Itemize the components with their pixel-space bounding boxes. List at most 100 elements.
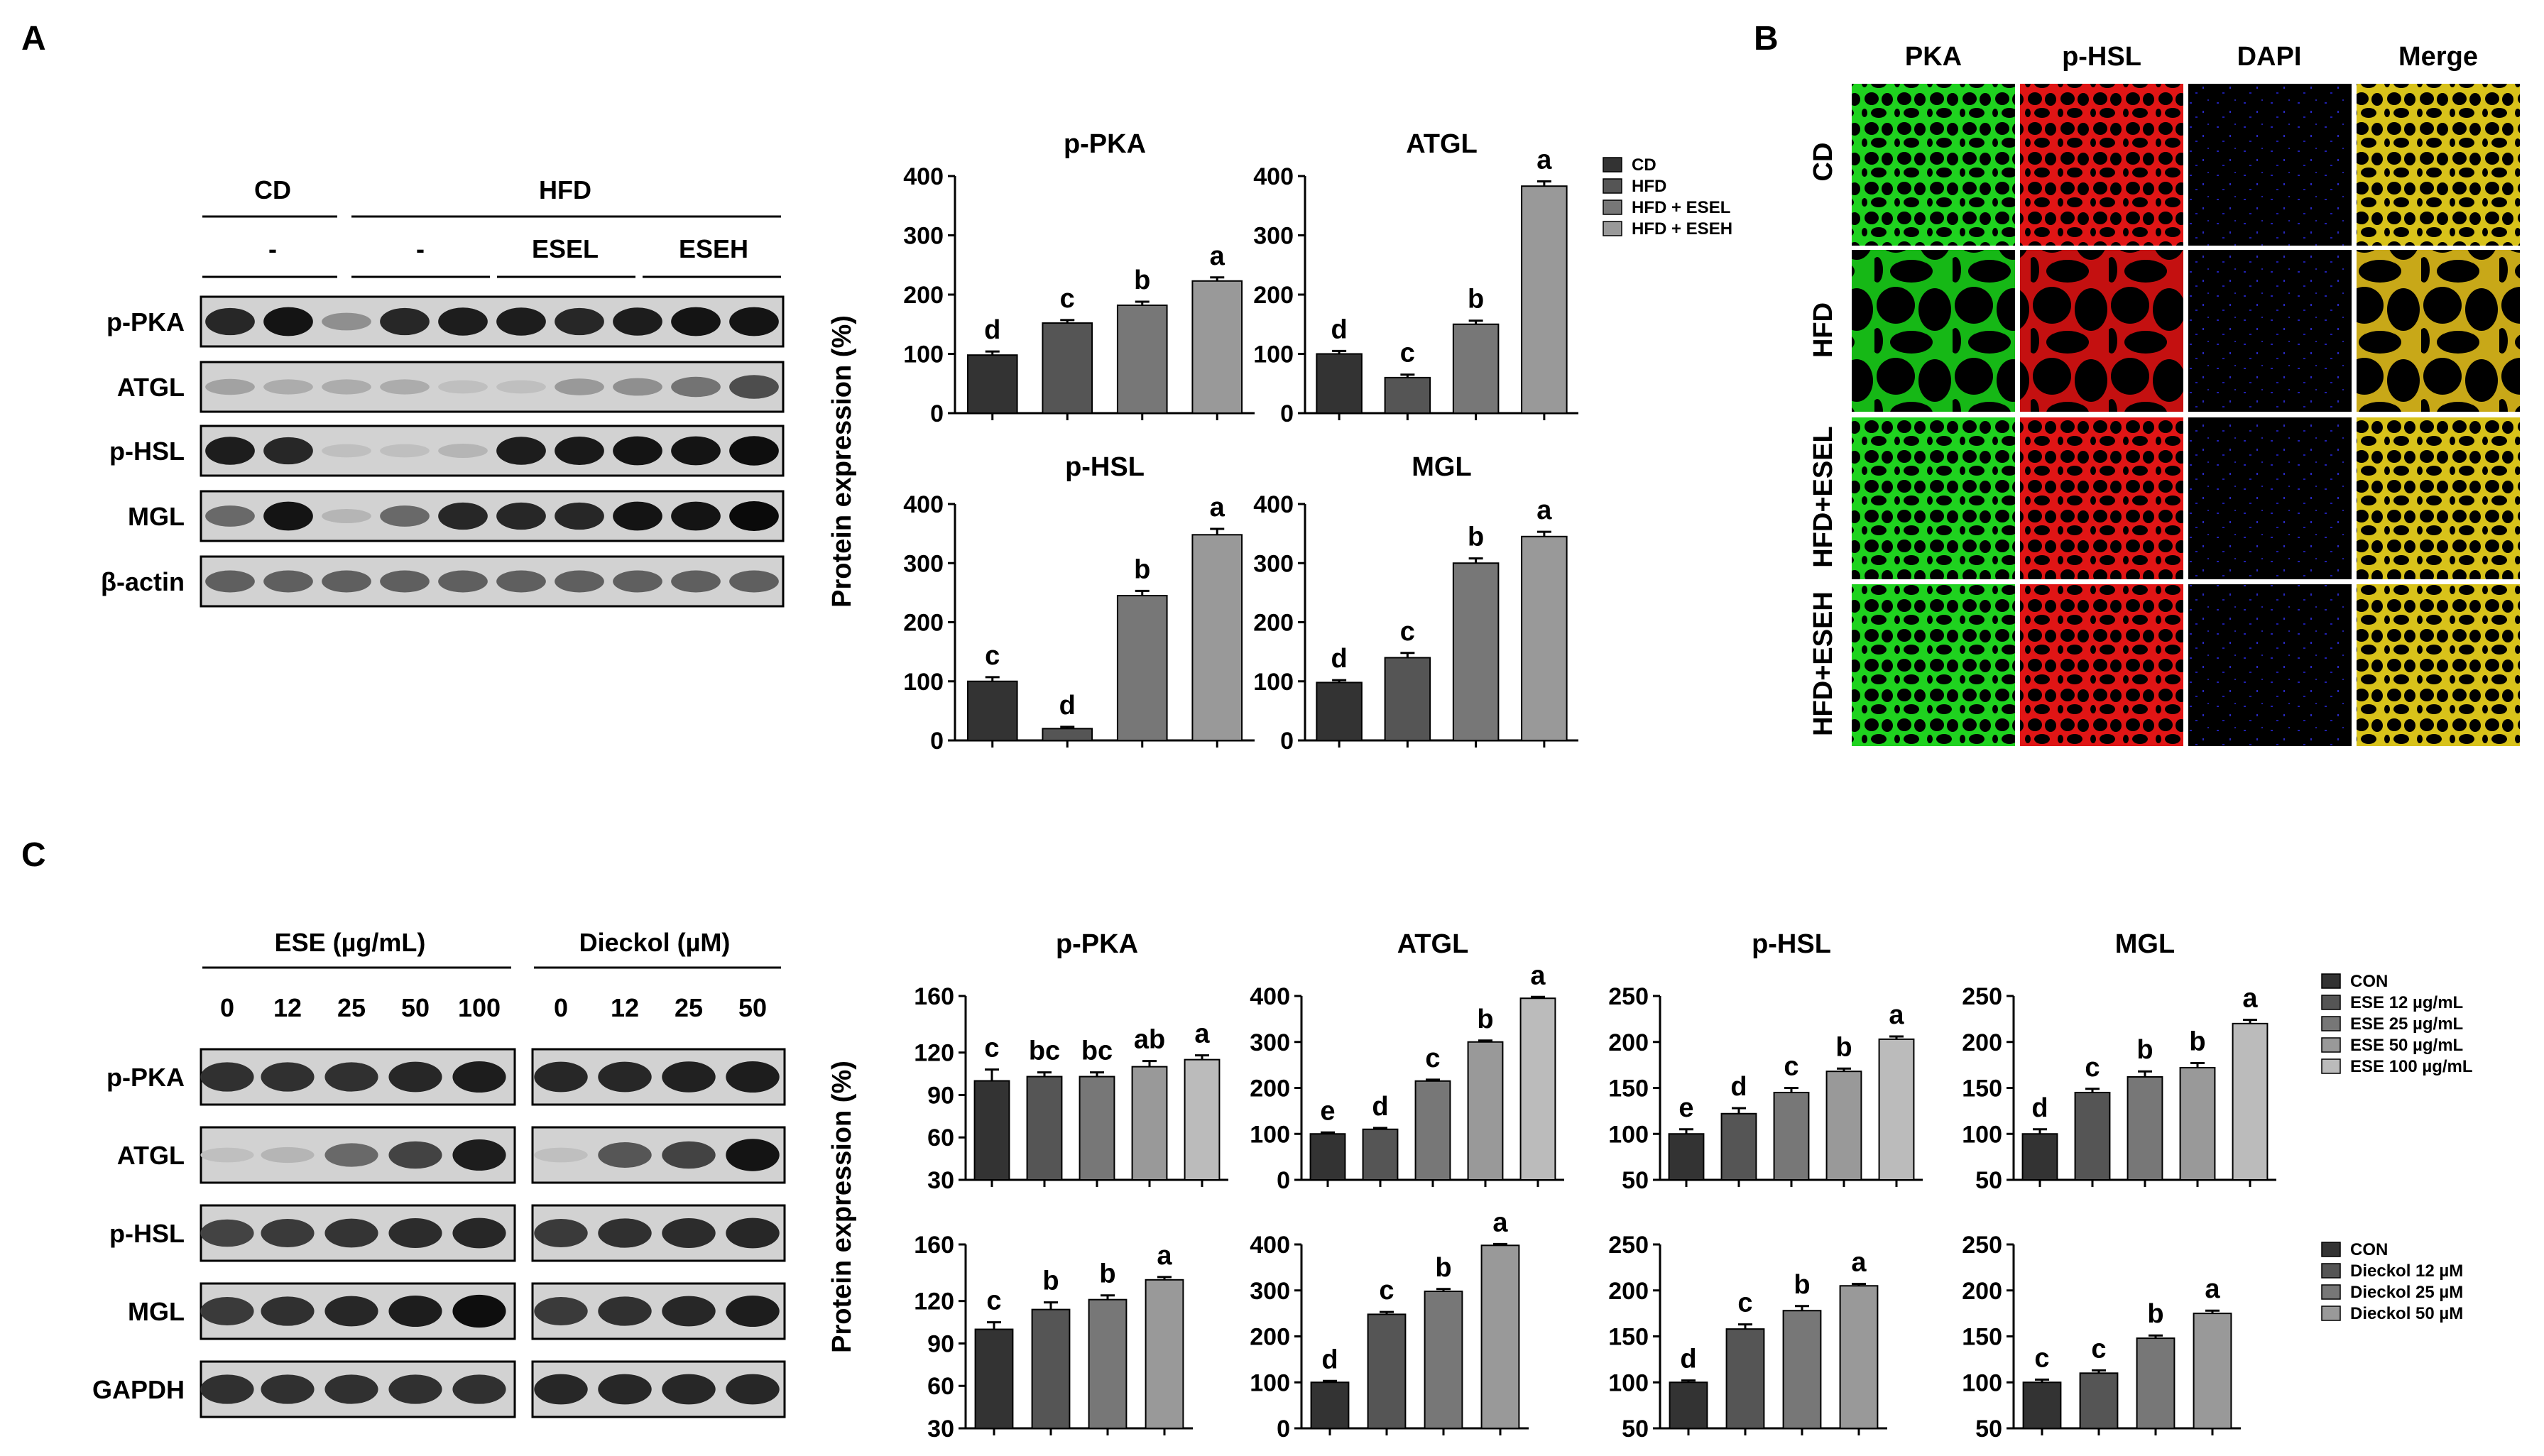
significance-letter: a	[1210, 493, 1225, 522]
significance-letter: d	[2031, 1093, 2048, 1123]
y-tick-label: 250	[1962, 983, 2002, 1010]
blot-a-row-4-band	[205, 570, 255, 593]
bar	[1042, 728, 1093, 741]
blot-c-ese-row-3-band	[324, 1296, 378, 1327]
micrograph-phsl-row-1	[2020, 250, 2183, 412]
micro-col-dapi: DAPI	[2237, 42, 2302, 72]
significance-letter: b	[1042, 1266, 1059, 1296]
significance-letter: b	[2189, 1027, 2205, 1057]
blot-c-ese-row-2-band	[324, 1218, 378, 1248]
bar	[1414, 1080, 1451, 1181]
significance-letter: c	[2091, 1334, 2106, 1364]
legend-panel-a: CD HFD HFD + ESEL HFD + ESEH	[1603, 155, 1732, 239]
blot-a-row-2-band	[613, 436, 662, 466]
blot-c-dieckol-row-4-band	[598, 1374, 652, 1405]
chart-6: p-HSL 50 100 150 200 250 e d c b a	[1608, 929, 1923, 1194]
significance-letter: c	[1784, 1052, 1798, 1082]
blot-a-row-3-band	[613, 501, 662, 531]
significance-letter: bc	[1081, 1036, 1113, 1066]
blot-a-row-3-label: MGL	[128, 502, 185, 531]
blot-c-dieckol-row-0	[531, 1048, 786, 1106]
y-tick-label: 100	[1253, 669, 1294, 696]
y-tick-label: 200	[903, 282, 944, 309]
micrograph-merge-row-3	[2357, 584, 2520, 746]
significance-letter: c	[1737, 1288, 1752, 1318]
y-tick-label: 200	[1608, 1278, 1649, 1305]
micrograph-phsl-row-2	[2020, 417, 2183, 579]
significance-letter: c	[2085, 1053, 2100, 1083]
bar	[1452, 323, 1500, 414]
micrograph-merge-row-2	[2357, 417, 2520, 579]
bar	[973, 1080, 1010, 1181]
legend-entry: HFD + ESEL	[1632, 198, 1730, 217]
y-tick-label: 300	[1253, 223, 1294, 250]
micrograph-dapi-row-3	[2188, 584, 2352, 746]
bar	[1519, 997, 1556, 1181]
chart-title: MGL	[2115, 929, 2175, 959]
legend-entry: HFD	[1632, 177, 1666, 196]
significance-letter: c	[1379, 1276, 1394, 1306]
y-axis-label-c: Protein expression (%)	[827, 1061, 857, 1353]
legend-swatch	[2321, 1306, 2341, 1321]
blot-c-dieckol-row-1-band	[598, 1142, 652, 1168]
blot-c-dieckol-row-1-band	[662, 1141, 716, 1169]
blot-c-ese-row-4-band	[324, 1374, 378, 1404]
significance-letter: b	[2136, 1035, 2153, 1065]
significance-letter: a	[1536, 496, 1552, 525]
y-tick-label: 100	[1253, 341, 1294, 368]
significance-letter: c	[985, 641, 1000, 671]
blot-c-ese-row-4-label: GAPDH	[92, 1375, 185, 1404]
blot-a-row-1-band	[555, 378, 604, 395]
blot-c-dieckol-row-3	[531, 1282, 786, 1340]
legend-entry: ESE 25 µg/mL	[2350, 1014, 2463, 1034]
significance-letter: b	[1477, 1005, 1493, 1034]
legend-swatch	[1603, 199, 1622, 215]
significance-letter: a	[2242, 984, 2258, 1014]
bar	[1042, 322, 1093, 414]
bar	[1191, 280, 1243, 415]
y-tick-label: 250	[1608, 1232, 1649, 1259]
y-tick-label: 0	[1280, 400, 1294, 427]
bar	[2136, 1337, 2175, 1429]
blot-c-ese-row-2: p-HSL	[109, 1204, 516, 1262]
chart-title: p-PKA	[1064, 129, 1146, 159]
blot-a-row-1-band	[263, 379, 313, 395]
micro-col-phsl: p-HSL	[2062, 42, 2141, 72]
blot-c-dieckol-row-0-band	[598, 1061, 652, 1093]
bar	[1480, 1244, 1520, 1430]
y-tick-label: 50	[1975, 1167, 2002, 1194]
blot-c-dieckol-row-0-band	[534, 1061, 588, 1093]
blot-c-ese-row-2-band	[200, 1219, 254, 1247]
y-tick-label: 300	[903, 550, 944, 577]
legend-entry: Dieckol 50 µM	[2350, 1304, 2463, 1323]
blot-c-ese-row-2-label: p-HSL	[109, 1219, 185, 1248]
y-tick-label: 120	[914, 1040, 954, 1067]
micro-row-hfd: HFD	[1808, 302, 1838, 358]
blot-a-row-2: p-HSL	[109, 425, 785, 477]
bar	[1031, 1308, 1071, 1429]
blot-a-row-0-band	[729, 307, 779, 336]
micro-row-hfd-esel: HFD+ESEL	[1808, 426, 1838, 568]
blot-a-row-0-band	[205, 307, 255, 336]
significance-letter: c	[1400, 617, 1415, 647]
chart-title: ATGL	[1397, 929, 1469, 959]
y-tick-label: 250	[1962, 1232, 2002, 1259]
chart-title: ATGL	[1406, 129, 1478, 159]
blot-a-sub-eseh: ESEH	[679, 234, 748, 263]
blot-a-row-1-band	[380, 379, 430, 395]
chart-2: p-HSL 0 100 200 300 400 c d b a	[903, 452, 1255, 755]
y-tick-label: 200	[903, 610, 944, 637]
micrograph-pka-row-0	[1852, 84, 2015, 246]
micrograph-pka-row-1	[1852, 250, 2015, 412]
y-tick-label: 200	[1962, 1029, 2002, 1056]
y-tick-label: 0	[930, 400, 944, 427]
blot-a-row-1: ATGL	[117, 361, 785, 413]
blot-c-ese-row-3: MGL	[128, 1282, 516, 1340]
legend-swatch	[2321, 1016, 2341, 1031]
blot-c-dieckol-row-3-band	[662, 1296, 716, 1327]
legend-entry: CON	[2350, 1240, 2388, 1259]
blot-c-dieckol-row-4-band	[534, 1374, 588, 1405]
significance-letter: a	[1194, 1019, 1210, 1049]
blot-a-row-3-band	[438, 502, 488, 530]
panel-c-blot: ESE (µg/mL) Dieckol (µM) 0 12 25 50 100 0 12 25…	[92, 928, 786, 1418]
